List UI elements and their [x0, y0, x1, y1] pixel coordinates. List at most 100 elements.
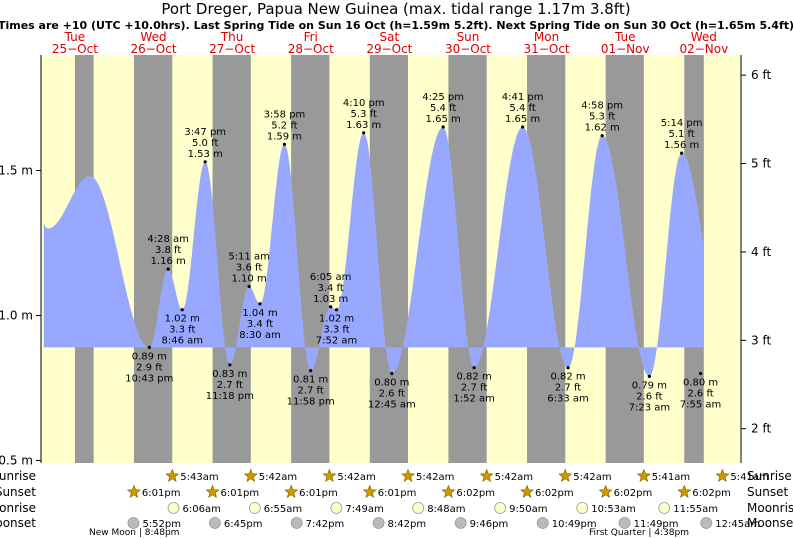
- moonrise-time: 10:53am: [591, 504, 636, 515]
- new-moon-note: New Moon | 8:48pm: [89, 528, 179, 538]
- day-date: 26−Oct: [130, 42, 176, 56]
- sun-icon: [598, 484, 613, 498]
- tide-height-m: 1.65 m: [426, 114, 461, 125]
- tide-point: [147, 345, 151, 349]
- astronomy-rows: Sunrise Sunrise Sunset Sunset Moonrise Moonri…: [0, 468, 793, 538]
- tide-height-ft: 2.6 ft: [687, 389, 713, 400]
- moon-icon: [700, 517, 713, 529]
- moonset-time: 12:45am: [715, 519, 760, 530]
- tide-time: 8:30 am: [239, 330, 281, 341]
- tide-height-ft: 3.8 ft: [155, 245, 181, 256]
- tide-time: 7:52 am: [316, 336, 358, 347]
- sunset-time: 6:02pm: [692, 488, 731, 499]
- tide-height-ft: 3.3 ft: [169, 325, 195, 336]
- tide-point: [362, 131, 366, 135]
- sun-icon: [284, 484, 299, 498]
- sunset-time: 6:01pm: [378, 488, 417, 499]
- moonset-time: 9:46pm: [470, 519, 509, 530]
- tide-height-m: 1.10 m: [232, 274, 267, 285]
- moonrise-time: 8:48am: [427, 504, 465, 515]
- chart-title: Port Dreger, Papua New Guinea (max. tida…: [161, 0, 630, 18]
- moonset-time: 10:49pm: [552, 519, 597, 530]
- sunrise-time: 5:42am: [573, 472, 611, 483]
- tide-height-m: 1.04 m: [242, 308, 277, 319]
- tide-time: 1:52 am: [453, 394, 495, 405]
- tide-height-m: 1.65 m: [505, 114, 540, 125]
- sun-icon: [126, 484, 141, 498]
- day-name: Wed: [140, 30, 166, 44]
- sunrise-time: 5:42am: [259, 472, 297, 483]
- tide-height-ft: 2.6 ft: [636, 391, 662, 402]
- tide-point: [258, 302, 262, 306]
- sun-icon: [715, 468, 730, 482]
- moonrise-time: 6:06am: [182, 504, 220, 515]
- moon-icon: [618, 517, 631, 529]
- tide-time: 4:25 pm: [422, 92, 464, 103]
- sun-icon: [243, 468, 258, 482]
- tide-time: 4:58 pm: [581, 101, 623, 112]
- tide-time: 11:18 pm: [206, 391, 254, 402]
- sun-icon: [322, 468, 337, 482]
- day-date: 29−Oct: [366, 42, 412, 56]
- moonset-time: 8:42pm: [388, 519, 427, 530]
- sun-icon: [205, 484, 220, 498]
- sun-icon: [677, 484, 692, 498]
- tide-time: 4:10 pm: [343, 98, 385, 109]
- moonset-time: 11:49pm: [634, 519, 679, 530]
- tide-time: 5:11 am: [228, 252, 270, 263]
- night-band: [212, 55, 251, 463]
- tide-height-ft: 5.1 ft: [668, 129, 694, 140]
- chart-subtitle: Times are +10 (UTC +10.0hrs). Last Sprin…: [0, 19, 793, 32]
- sun-icon: [558, 468, 573, 482]
- moon-icon: [576, 502, 589, 514]
- tide-point: [334, 308, 339, 312]
- tide-time: 4:28 am: [147, 234, 189, 245]
- tide-height-ft: 5.3 ft: [589, 112, 615, 123]
- tide-time: 6:33 am: [547, 394, 589, 405]
- tide-height-m: 1.02 m: [319, 314, 354, 325]
- moon-icon: [330, 502, 343, 514]
- moonrise-time: 9:50am: [509, 504, 547, 515]
- tide-time: 8:46 am: [161, 336, 203, 347]
- day-name: Sat: [380, 30, 400, 44]
- moonset-time: 7:42pm: [306, 519, 345, 530]
- tide-time: 7:23 am: [629, 402, 671, 413]
- tide-height-m: 0.79 m: [632, 380, 667, 391]
- day-date: 25−Oct: [52, 42, 98, 56]
- tide-height-m: 1.62 m: [585, 123, 620, 134]
- axes: 0.5 m 1.0 m 1.5 m 2 ft 3 ft 4 ft 5 ft 6 ft: [0, 55, 771, 468]
- sun-icon: [362, 484, 377, 498]
- row-label-right: Sunrise: [747, 469, 792, 483]
- tide-point: [600, 134, 604, 138]
- moon-icon: [290, 517, 303, 529]
- tide-point: [166, 267, 170, 271]
- left-tick-label: 0.5 m: [0, 454, 33, 468]
- tide-time: 12:45 am: [368, 400, 416, 411]
- sunset-time: 6:01pm: [221, 488, 260, 499]
- first-quarter-note: First Quarter | 4:38pm: [589, 528, 689, 538]
- sun-icon: [479, 468, 494, 482]
- right-tick-label: 4 ft: [751, 245, 771, 259]
- moon-icon: [167, 502, 180, 514]
- tide-time: 6:05 am: [310, 272, 352, 283]
- sunset-time: 6:01pm: [299, 488, 338, 499]
- moon-icon: [209, 517, 221, 529]
- tide-time: 3:58 pm: [264, 109, 306, 120]
- night-band: [133, 55, 173, 463]
- tide-height-m: 0.80 m: [683, 378, 718, 389]
- sunset-time: 6:01pm: [142, 488, 181, 499]
- tide-point: [309, 369, 313, 373]
- day-name: Mon: [534, 30, 559, 44]
- right-tick-label: 3 ft: [751, 333, 771, 347]
- sunset-time: 6:02pm: [535, 488, 574, 499]
- tide-point: [647, 374, 651, 378]
- tide-height-ft: 3.4 ft: [317, 283, 343, 294]
- right-tick-label: 2 ft: [751, 422, 771, 436]
- day-date: 28−Oct: [288, 42, 334, 56]
- tide-height-ft: 2.7 ft: [461, 383, 487, 394]
- tide-height-m: 1.16 m: [151, 256, 186, 267]
- row-label-left: Moonset: [0, 516, 36, 530]
- tide-point: [329, 305, 333, 309]
- tide-height-m: 0.81 m: [293, 375, 328, 386]
